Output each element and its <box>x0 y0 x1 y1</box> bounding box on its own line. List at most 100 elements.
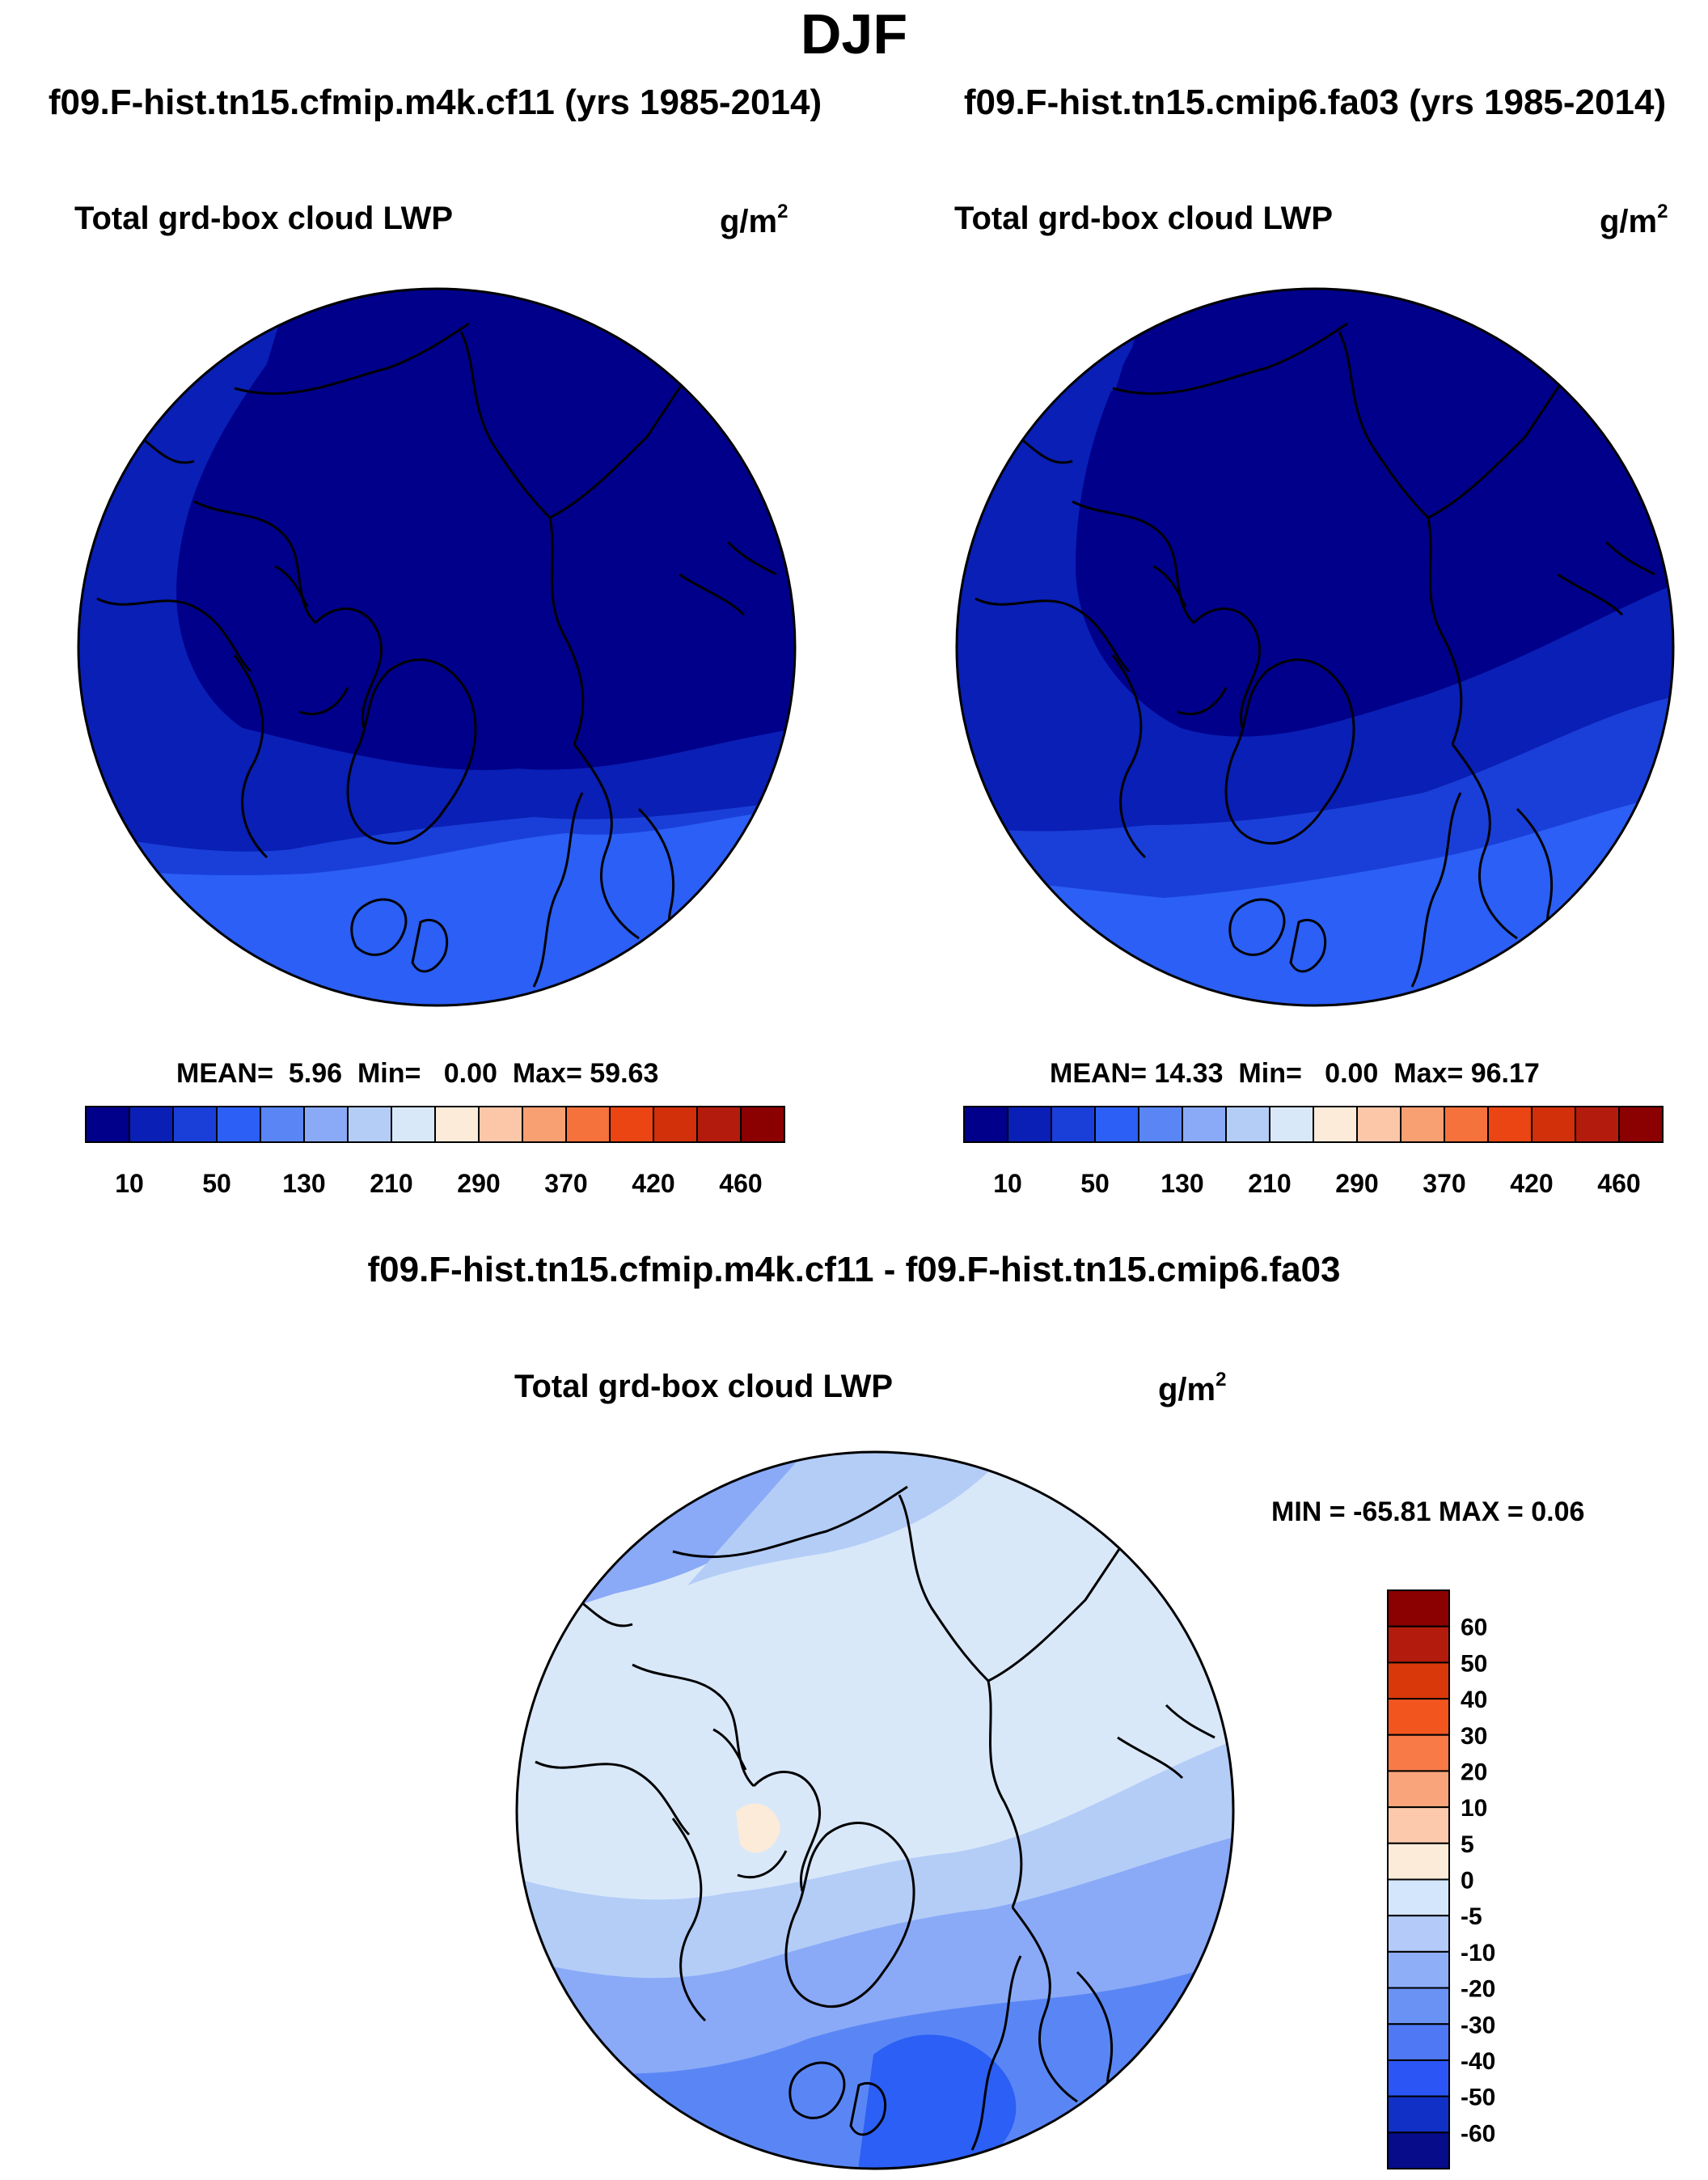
panel2-colorbar-label: 370 <box>1423 1169 1465 1198</box>
panel1-colorbar-swatch <box>740 1106 785 1143</box>
panel2-colorbar-swatch <box>1138 1106 1183 1143</box>
panel2-min-label: Min= <box>1238 1058 1302 1089</box>
panel2-colorbar-swatch <box>1269 1106 1314 1143</box>
panel2-colorbar-swatch <box>1094 1106 1139 1143</box>
diff-colorbar-label: -50 <box>1461 2085 1495 2111</box>
panel1-min-label: Min= <box>357 1058 421 1089</box>
panel2-colorbar-swatch <box>1531 1106 1576 1143</box>
panel1-colorbar-swatch <box>609 1106 654 1143</box>
diff-colorbar-label: -40 <box>1461 2048 1495 2075</box>
diff-map-border <box>515 1450 1235 2170</box>
panel2-variable: Total grd-box cloud LWP <box>954 201 1334 236</box>
panel2-colorbar-swatch <box>1356 1106 1401 1143</box>
diff-colorbar-label: -60 <box>1461 2120 1495 2147</box>
diff-map <box>515 1450 1235 2170</box>
diff-colorbar-swatch <box>1387 1878 1450 1917</box>
panel2-colorbar-swatch <box>963 1106 1008 1143</box>
diff-colorbar-label: 50 <box>1461 1650 1487 1677</box>
diff-colorbar-swatch <box>1387 1915 1450 1953</box>
panel2-colorbar-label: 460 <box>1597 1169 1640 1198</box>
diff-units-exp: 2 <box>1215 1369 1227 1391</box>
panel2-max: 96.17 <box>1470 1058 1540 1089</box>
panel1-colorbar-swatch <box>216 1106 261 1143</box>
panel1-colorbar-label: 130 <box>282 1169 325 1198</box>
panel1-colorbar-swatch <box>347 1106 392 1143</box>
diff-region-n <box>687 1452 1011 1585</box>
diff-colorbar-label: -5 <box>1461 1903 1482 1930</box>
panel1-colorbar-label: 370 <box>544 1169 587 1198</box>
panel1-colorbar-label: 460 <box>719 1169 762 1198</box>
panel2-mean-label: MEAN= <box>1050 1058 1147 1089</box>
panel1-colorbar-swatch <box>129 1106 174 1143</box>
main-title: DJF <box>800 2 908 66</box>
diff-colorbar-swatch <box>1387 2095 1450 2134</box>
panel2-map-border <box>955 287 1675 1007</box>
diff-colorbar-swatch <box>1387 1661 1450 1700</box>
panel2-colorbar-swatch <box>1225 1106 1270 1143</box>
panel1-min: 0.00 <box>443 1058 497 1089</box>
panel1-colorbar-swatch <box>172 1106 218 1143</box>
panel1-map <box>77 287 797 1007</box>
panel1-colorbar-label: 50 <box>202 1169 231 1198</box>
diff-colorbar-swatch <box>1387 1698 1450 1736</box>
panel2-colorbar-label: 290 <box>1335 1169 1378 1198</box>
diff-colorbar-label: 40 <box>1461 1687 1487 1713</box>
diff-colorbar-swatch <box>1387 1733 1450 1772</box>
panel1-colorbar-swatch <box>522 1106 567 1143</box>
panel1-mean-label: MEAN= <box>176 1058 273 1089</box>
diff-colorbar-swatch <box>1387 1950 1450 1989</box>
panel2-mean: 14.33 <box>1154 1058 1224 1089</box>
panel1-colorbar-swatch <box>85 1106 130 1143</box>
diff-colorbar-swatch <box>1387 2023 1450 2061</box>
panel2-units-exp: 2 <box>1657 201 1668 222</box>
diff-minmax: MIN = -65.81 MAX = 0.06 <box>1271 1496 1585 1527</box>
diff-colorbar-label: 0 <box>1461 1868 1474 1894</box>
panel2-colorbar-swatch <box>1575 1106 1620 1143</box>
diff-colorbar-swatch <box>1387 1842 1450 1881</box>
panel2-colorbar-swatch <box>1400 1106 1445 1143</box>
diff-colorbar-label: -20 <box>1461 1976 1495 2003</box>
panel2-colorbar-swatch <box>1313 1106 1358 1143</box>
panel1-colorbar-label: 10 <box>115 1169 144 1198</box>
panel1-mean: 5.96 <box>288 1058 343 1089</box>
panel1-colorbar: 10 50 130 210 290 370 420 460 <box>85 1106 785 1198</box>
panel1-max: 59.63 <box>590 1058 659 1089</box>
panel2-colorbar: 10 50 130 210 290 370 420 460 <box>963 1106 1664 1198</box>
diff-colorbar-label: 5 <box>1461 1831 1474 1858</box>
panel1-colorbar-swatch <box>391 1106 436 1143</box>
diff-colorbar-swatch <box>1387 2131 1450 2169</box>
diff-colorbar-label: 10 <box>1461 1795 1487 1822</box>
diff-units: g/m2 <box>1158 1369 1226 1408</box>
panel1-colorbar-swatch <box>478 1106 523 1143</box>
panel1-units-text: g/m <box>720 204 778 239</box>
panel1-colorbar-label: 210 <box>370 1169 412 1198</box>
panel1-colorbar-swatch <box>653 1106 698 1143</box>
panel1-variable: Total grd-box cloud LWP <box>74 201 454 236</box>
panel1-colorbar-swatch <box>303 1106 349 1143</box>
panel2-colorbar-swatch <box>1051 1106 1096 1143</box>
panel2-colorbar-swatch <box>1007 1106 1052 1143</box>
diff-colorbar-label: 30 <box>1461 1723 1487 1750</box>
panel1-colorbar-label: 420 <box>632 1169 674 1198</box>
panel2-units-text: g/m <box>1600 204 1658 239</box>
panel1-colorbar-label: 290 <box>457 1169 500 1198</box>
panel2-colorbar-label: 210 <box>1248 1169 1291 1198</box>
panel2-title: f09.F-hist.tn15.cmip6.fa03 (yrs 1985-201… <box>963 83 1667 122</box>
panel2-region-darkest <box>1076 289 1673 737</box>
panel2-colorbar-label: 130 <box>1161 1169 1203 1198</box>
panel2-colorbar-label: 50 <box>1080 1169 1110 1198</box>
diff-colorbar-swatch <box>1387 1770 1450 1809</box>
diff-colorbar-swatch <box>1387 2059 1450 2097</box>
diff-title: f09.F-hist.tn15.cfmip.m4k.cf11 - f09.F-h… <box>367 1250 1341 1289</box>
diff-variable: Total grd-box cloud LWP <box>514 1369 894 1404</box>
panel2-units: g/m2 <box>1600 201 1668 240</box>
panel1-max-label: Max= <box>512 1058 582 1089</box>
panel1-map-border <box>77 287 797 1007</box>
diff-colorbar-label: 60 <box>1461 1615 1487 1641</box>
panel1-stats: MEAN= 5.96 Min= 0.00 Max= 59.63 <box>176 1058 658 1090</box>
diff-colorbar-label: 20 <box>1461 1759 1487 1785</box>
panel1-title: f09.F-hist.tn15.cfmip.m4k.cf11 (yrs 1985… <box>48 83 822 122</box>
panel2-colorbar-label: 420 <box>1510 1169 1553 1198</box>
panel2-min: 0.00 <box>1325 1058 1379 1089</box>
